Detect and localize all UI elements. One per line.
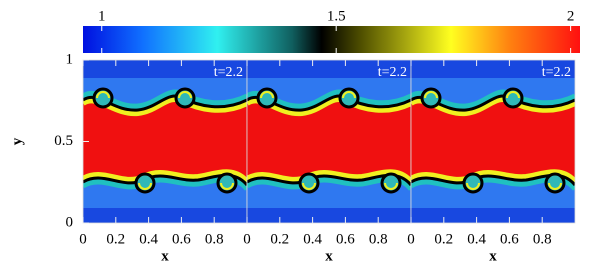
x-tick-label: 0.6: [500, 231, 519, 247]
x-tick-label: 0: [79, 231, 87, 247]
y-tick-label: 0.5: [54, 133, 73, 149]
x-tick-label: 0.4: [467, 231, 486, 247]
x-tick-label: 0.6: [336, 231, 355, 247]
annotation: t=2.2: [378, 65, 407, 80]
x-tick-label: 0: [243, 231, 251, 247]
heatmap-field: [83, 60, 247, 223]
x-tick-label: 0.2: [270, 231, 289, 247]
annotation: t=2.2: [542, 65, 571, 80]
colorbar-tick-label: 2: [567, 8, 575, 24]
x-tick-label: 0.4: [303, 231, 322, 247]
x-tick-label: 0: [407, 231, 415, 247]
x-tick-label: 0.6: [172, 231, 191, 247]
colorbar: [83, 26, 580, 53]
x-axis-label: x: [161, 248, 169, 264]
x-tick-label: 0.8: [205, 231, 224, 247]
colorbar-tick-label: 1: [98, 8, 106, 24]
x-tick-label: 0.4: [139, 231, 158, 247]
x-tick-label: 0.8: [533, 231, 552, 247]
annotation: t=2.2: [214, 65, 243, 80]
y-tick-label: 1: [66, 51, 74, 67]
heatmap-field: [247, 60, 411, 223]
heatmap-field: [411, 60, 575, 223]
x-tick-label: 0.2: [434, 231, 453, 247]
x-tick-label: 0.8: [369, 231, 388, 247]
x-tick-label: 0.2: [106, 231, 125, 247]
y-tick-label: 0: [66, 214, 74, 230]
panel-frame: [410, 59, 576, 224]
x-axis-label: x: [325, 248, 333, 264]
colorbar-tick-label: 1.5: [327, 8, 346, 24]
x-axis-label: x: [489, 248, 497, 264]
y-axis-label: y: [9, 137, 25, 145]
